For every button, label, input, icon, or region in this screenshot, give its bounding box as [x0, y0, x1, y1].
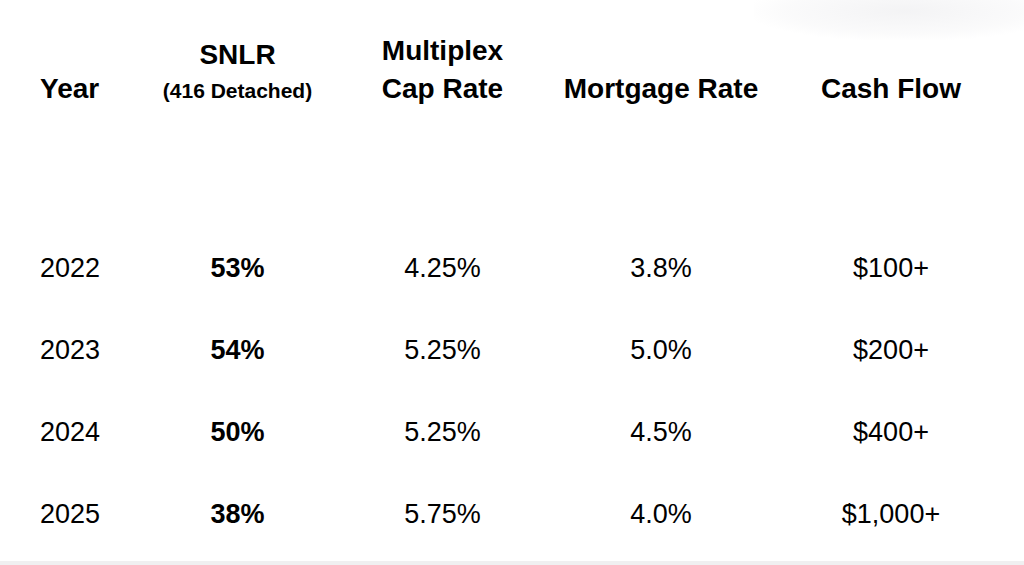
- cell-cash-flow: $1,000+: [782, 473, 1000, 555]
- cell-mortgage-rate: 5.0%: [540, 309, 782, 391]
- table-header-row: Year SNLR (416 Detached) Multiplex Cap R…: [0, 0, 1024, 130]
- column-header-cap-rate-line2: Cap Rate: [382, 70, 503, 108]
- cell-snlr: 53%: [130, 227, 345, 309]
- cell-mortgage-rate: 4.5%: [540, 391, 782, 473]
- header-body-spacer: [0, 130, 1024, 227]
- cell-mortgage-rate: 3.8%: [540, 227, 782, 309]
- column-header-snlr-sublabel: (416 Detached): [163, 74, 312, 108]
- column-header-cash-flow: Cash Flow: [782, 0, 1000, 130]
- cell-snlr: 38%: [130, 473, 345, 555]
- cell-year: 2022: [0, 227, 130, 309]
- cell-cash-flow: $200+: [782, 309, 1000, 391]
- column-header-cash-flow-label: Cash Flow: [821, 70, 961, 108]
- table-row: 2023 54% 5.25% 5.0% $200+: [0, 309, 1024, 391]
- cell-cash-flow: $400+: [782, 391, 1000, 473]
- table-row: 2024 50% 5.25% 4.5% $400+: [0, 391, 1024, 473]
- table-row: 2025 38% 5.75% 4.0% $1,000+: [0, 473, 1024, 555]
- table-row: 2022 53% 4.25% 3.8% $100+: [0, 227, 1024, 309]
- cell-snlr: 54%: [130, 309, 345, 391]
- column-header-mortgage-rate-label: Mortgage Rate: [564, 70, 758, 108]
- cell-cap-rate: 5.25%: [345, 309, 540, 391]
- column-header-cap-rate-line1: Multiplex: [382, 32, 503, 70]
- column-header-cap-rate: Multiplex Cap Rate: [345, 0, 540, 130]
- cell-mortgage-rate: 4.0%: [540, 473, 782, 555]
- cell-cap-rate: 5.25%: [345, 391, 540, 473]
- column-header-snlr: SNLR (416 Detached): [130, 0, 345, 130]
- cell-cap-rate: 4.25%: [345, 227, 540, 309]
- cell-cash-flow: $100+: [782, 227, 1000, 309]
- cell-year: 2023: [0, 309, 130, 391]
- cell-cap-rate: 5.75%: [345, 473, 540, 555]
- cell-year: 2024: [0, 391, 130, 473]
- cell-year: 2025: [0, 473, 130, 555]
- slide-table-page: Year SNLR (416 Detached) Multiplex Cap R…: [0, 0, 1024, 565]
- cell-snlr: 50%: [130, 391, 345, 473]
- column-header-mortgage-rate: Mortgage Rate: [540, 0, 782, 130]
- column-header-year: Year: [0, 0, 130, 130]
- bottom-edge-strip: [0, 561, 1024, 565]
- column-header-year-label: Year: [40, 70, 99, 108]
- column-header-snlr-label: SNLR: [199, 36, 275, 74]
